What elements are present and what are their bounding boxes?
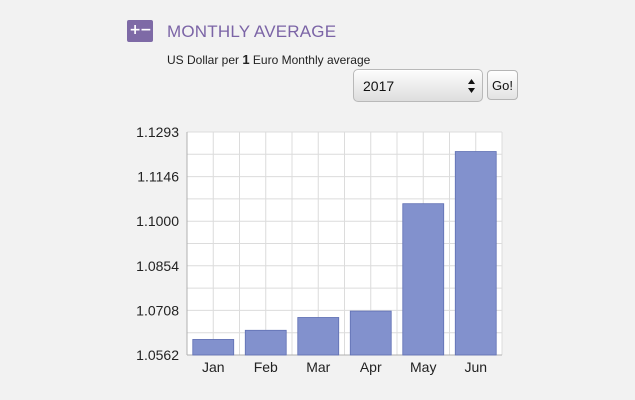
- y-tick-label: 1.1146: [137, 169, 179, 185]
- bar-apr: [349, 310, 392, 356]
- year-select[interactable]: 2017: [353, 69, 483, 102]
- page-title: MONTHLY AVERAGE: [167, 22, 337, 41]
- subtitle-amount: 1: [242, 52, 250, 67]
- year-select-value: 2017: [363, 78, 395, 94]
- y-tick-label: 1.1000: [136, 213, 179, 229]
- y-tick-label: 1.0708: [136, 302, 179, 318]
- bar-jun: [454, 151, 497, 356]
- bar-feb: [244, 329, 287, 356]
- subtitle-prefix: US Dollar per: [167, 53, 243, 67]
- chart-subtitle: US Dollar per 1 Euro Monthly average: [167, 52, 370, 67]
- x-category-label: Feb: [254, 359, 278, 375]
- plus-minus-icon: +−: [127, 20, 153, 42]
- subtitle-suffix: Euro Monthly average: [249, 53, 371, 67]
- x-category-label: Jun: [464, 359, 487, 375]
- select-arrows-icon: [468, 79, 475, 93]
- y-tick-label: 1.0562: [136, 347, 179, 363]
- bar-may: [402, 203, 445, 356]
- x-category-label: Jan: [202, 359, 225, 375]
- y-tick-label: 1.1293: [136, 124, 179, 140]
- y-tick-label: 1.0854: [136, 258, 179, 274]
- bar-mar: [297, 317, 340, 356]
- go-button[interactable]: Go!: [487, 70, 518, 100]
- x-category-label: Mar: [306, 359, 330, 375]
- x-category-label: Apr: [360, 359, 382, 375]
- bar-jan: [192, 339, 235, 356]
- x-category-label: May: [410, 359, 436, 375]
